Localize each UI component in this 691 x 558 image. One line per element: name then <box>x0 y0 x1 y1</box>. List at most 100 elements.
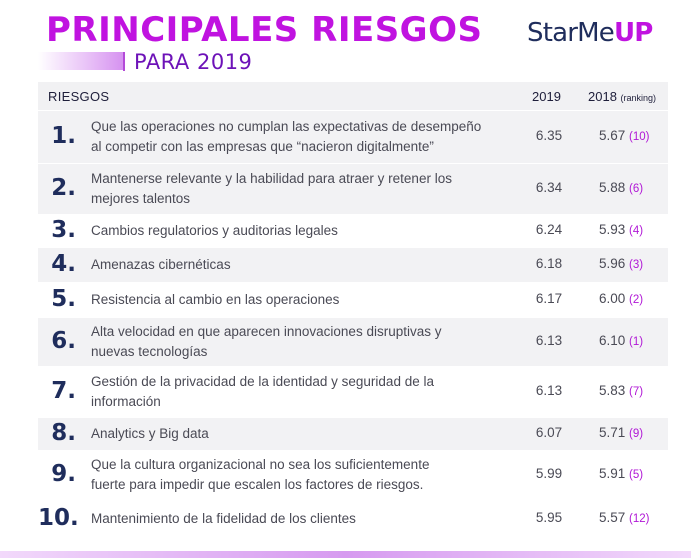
subtitle-accent-bar <box>38 52 123 70</box>
table-row: 3. Cambios regulatorios y auditorias lega… <box>38 214 668 247</box>
score-2019: 5.95 <box>535 510 563 525</box>
table-row: 2. Mantenerse relevante y la habilidad pa… <box>38 163 668 214</box>
starmeup-logo: StarMe UP <box>527 18 653 52</box>
table-row: 6. Alta velocidad en que aparecen innovac… <box>38 317 668 366</box>
score-2019: 6.07 <box>535 425 563 440</box>
table-body: 1. Que las operaciones no cumplan las exp… <box>38 110 668 538</box>
risk-description-line-1: Mantenerse relevante y la habilidad para… <box>91 171 452 186</box>
ranking-2018: (7) <box>629 386 644 398</box>
score-2018: 5.57 (12) <box>599 510 650 525</box>
score-2018-value: 5.88 <box>599 180 626 195</box>
score-2018: 5.71 (9) <box>599 425 643 440</box>
logo-text-accent: UP <box>613 18 653 48</box>
risk-rank-number: 3. <box>51 217 76 243</box>
table-row: 10. Mantenimiento de la fidelidad de los … <box>38 499 668 538</box>
score-2018-value: 5.57 <box>599 510 626 525</box>
risk-rank-number: 7. <box>51 378 76 404</box>
page-title: PRINCIPALES RIESGOS <box>46 10 483 50</box>
score-2019: 6.13 <box>535 333 563 348</box>
column-header-2018-year: 2018 <box>588 89 617 104</box>
risk-description-line-1: Amenazas cibernéticas <box>91 257 231 272</box>
score-2018-value: 5.67 <box>599 128 626 143</box>
table-row: 9. Que la cultura organizacional no sea l… <box>38 450 668 499</box>
logo-text-main: StarMe <box>527 18 615 48</box>
score-2018: 5.67 (10) <box>599 128 650 143</box>
risk-description-line-1: Gestión de la privacidad de la identidad… <box>91 374 434 389</box>
score-2018-value: 5.71 <box>599 425 626 440</box>
ranking-2018: (9) <box>629 428 644 440</box>
ranking-2018: (10) <box>629 131 650 143</box>
score-2019: 6.34 <box>535 180 563 195</box>
risk-description-line-1: Cambios regulatorios y auditorias legale… <box>91 223 338 238</box>
risk-rank-number: 4. <box>51 251 76 277</box>
risk-description: Mantenimiento de la fidelidad de los cli… <box>91 509 521 529</box>
risk-description-line-1: Alta velocidad en que aparecen innovacio… <box>91 324 442 339</box>
score-2018: 5.93 (4) <box>599 222 643 237</box>
risks-table: RIESGOS 2019 2018 (ranking) 1. Que las op… <box>38 82 668 538</box>
table-row: 7. Gestión de la privacidad de la identid… <box>38 366 668 417</box>
subtitle-divider <box>123 52 125 71</box>
risk-description: Mantenerse relevante y la habilidad para… <box>91 169 521 209</box>
risk-rank-number: 9. <box>51 461 76 487</box>
column-header-riesgos: RIESGOS <box>48 89 110 104</box>
risk-description: Cambios regulatorios y auditorias legale… <box>91 221 521 241</box>
page-subtitle: PARA 2019 <box>134 50 253 74</box>
score-2018-value: 5.91 <box>599 466 626 481</box>
risk-description-line-1: Que la cultura organizacional no sea los… <box>91 457 430 472</box>
ranking-2018: (12) <box>629 513 650 525</box>
score-2018: 5.96 (3) <box>599 256 643 271</box>
score-2018-value: 6.00 <box>599 291 626 306</box>
score-2019: 6.35 <box>535 128 563 143</box>
bottom-accent-bar <box>0 551 691 558</box>
ranking-2018: (1) <box>629 336 644 348</box>
risk-rank-number: 5. <box>51 286 76 312</box>
score-2018-value: 5.93 <box>599 222 626 237</box>
table-row: 1. Que las operaciones no cumplan las exp… <box>38 110 668 163</box>
risk-description: Que las operaciones no cumplan las expec… <box>91 117 521 157</box>
risk-description-line-2: al competir con las empresas que “nacier… <box>91 139 434 154</box>
risk-description-line-2: información <box>91 394 161 409</box>
column-header-2018-note: (ranking) <box>620 93 657 103</box>
score-2019: 6.24 <box>535 222 563 237</box>
risk-rank-number: 2. <box>51 175 76 201</box>
score-2018-value: 5.83 <box>599 383 626 398</box>
score-2018: 5.83 (7) <box>599 383 643 398</box>
risk-description: Alta velocidad en que aparecen innovacio… <box>91 322 521 362</box>
risk-description-line-1: Resistencia al cambio en las operaciones <box>91 292 340 307</box>
ranking-2018: (4) <box>629 225 644 237</box>
ranking-2018: (6) <box>629 183 644 195</box>
risk-rank-number: 6. <box>51 328 76 354</box>
risk-description: Amenazas cibernéticas <box>91 255 521 275</box>
risk-description-line-1: Mantenimiento de la fidelidad de los cli… <box>91 511 356 526</box>
risk-description-line-2: mejores talentos <box>91 191 191 206</box>
risk-rank-number: 10. <box>38 505 79 531</box>
score-2018-value: 6.10 <box>599 333 626 348</box>
risk-description-line-1: Analytics y Big data <box>91 426 209 441</box>
risk-description: Analytics y Big data <box>91 424 521 444</box>
risk-rank-number: 1. <box>51 123 76 149</box>
risk-description-line-2: fuerte para impedir que escalen los fact… <box>91 477 424 492</box>
score-2018: 5.91 (5) <box>599 466 643 481</box>
risk-description: Gestión de la privacidad de la identidad… <box>91 372 521 412</box>
ranking-2018: (3) <box>629 259 644 271</box>
risk-description-line-2: nuevas tecnologías <box>91 344 208 359</box>
score-2018: 5.88 (6) <box>599 180 643 195</box>
ranking-2018: (5) <box>629 469 644 481</box>
risk-rank-number: 8. <box>51 420 76 446</box>
ranking-2018: (2) <box>629 294 644 306</box>
risk-description-line-1: Que las operaciones no cumplan las expec… <box>91 119 482 134</box>
risk-description: Que la cultura organizacional no sea los… <box>91 455 521 495</box>
score-2019: 6.17 <box>535 291 563 306</box>
score-2018: 6.00 (2) <box>599 291 643 306</box>
score-2018-value: 5.96 <box>599 256 626 271</box>
table-row: 4. Amenazas cibernéticas 6.18 5.96 (3) <box>38 247 668 282</box>
score-2018: 6.10 (1) <box>599 333 643 348</box>
column-header-2019: 2019 <box>532 89 561 104</box>
score-2019: 6.13 <box>535 383 563 398</box>
table-row: 5. Resistencia al cambio en las operacion… <box>38 282 668 317</box>
column-header-2018: 2018 (ranking) <box>588 89 656 104</box>
score-2019: 6.18 <box>535 256 563 271</box>
table-row: 8. Analytics y Big data 6.07 5.71 (9) <box>38 417 668 450</box>
risk-description: Resistencia al cambio en las operaciones <box>91 290 521 310</box>
table-header: RIESGOS 2019 2018 (ranking) <box>38 82 668 110</box>
